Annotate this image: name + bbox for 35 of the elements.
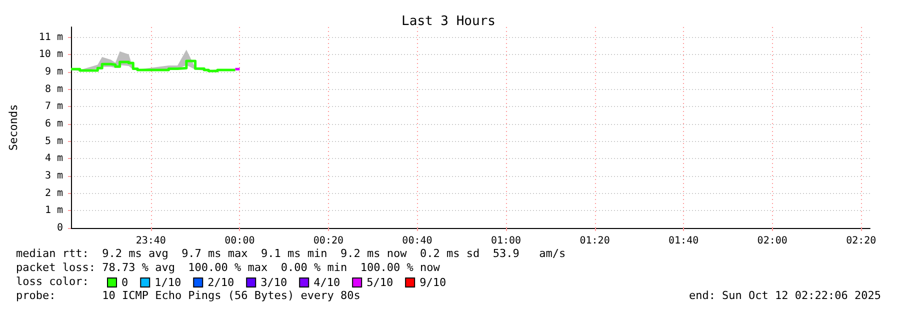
y-tick-label: 1 m <box>44 205 63 216</box>
legend-label: 9/10 <box>420 276 446 289</box>
text: packet loss: 78.73 % avg 100.00 % max 0.00 % min 100.00 % now <box>16 261 440 274</box>
y-axis-title: Seconds <box>7 104 20 151</box>
y-tick-label: 10 m <box>38 49 63 60</box>
y-tick-label: 8 m <box>44 84 63 95</box>
y-tick-label: 2 m <box>44 188 63 199</box>
x-tick-label: 01:00 <box>490 236 522 246</box>
text: end: Sun Oct 12 02:22:06 2025 <box>688 289 882 302</box>
legend-title: loss color: <box>16 275 89 288</box>
text: probe: 10 ICMP Echo Pings (56 Bytes) every 80s <box>16 289 360 302</box>
x-tick-label: 02:00 <box>757 236 788 246</box>
chart-title: Last 3 Hours <box>402 14 496 29</box>
legend-label: 4/10 <box>314 276 340 289</box>
x-tick-label: 23:40 <box>136 236 166 246</box>
legend-label: 3/10 <box>260 276 288 289</box>
y-tick-label: 0 <box>56 222 63 234</box>
y-tick-label: 3 m <box>44 170 63 182</box>
y-tick-label: 4 m <box>44 153 63 164</box>
legend-label: 2/10 <box>208 276 234 289</box>
x-tick-label: 00:20 <box>313 236 344 246</box>
legend-label: 0 <box>122 276 128 289</box>
y-tick-label: 6 m <box>44 118 63 130</box>
legend-label: 5/10 <box>366 276 394 289</box>
x-tick-label: 01:40 <box>668 236 699 246</box>
x-tick-label: 00:40 <box>402 236 432 246</box>
text: median rtt: 9.2 ms avg 9.7 ms max 9.1 ms min 9.2 ms now 0.2 ms sd 53.9 am/s <box>16 247 566 260</box>
y-tick-label: 9 m <box>44 66 63 78</box>
y-tick-label: 11 m <box>38 32 63 43</box>
x-tick-label: 02:20 <box>846 236 876 246</box>
x-tick-label: 00:00 <box>224 236 255 246</box>
legend-label: 1/10 <box>154 276 182 289</box>
x-tick-label: 01:20 <box>580 236 610 246</box>
y-tick-label: 5 m <box>44 136 63 147</box>
y-tick-label: 7 m <box>44 101 63 112</box>
